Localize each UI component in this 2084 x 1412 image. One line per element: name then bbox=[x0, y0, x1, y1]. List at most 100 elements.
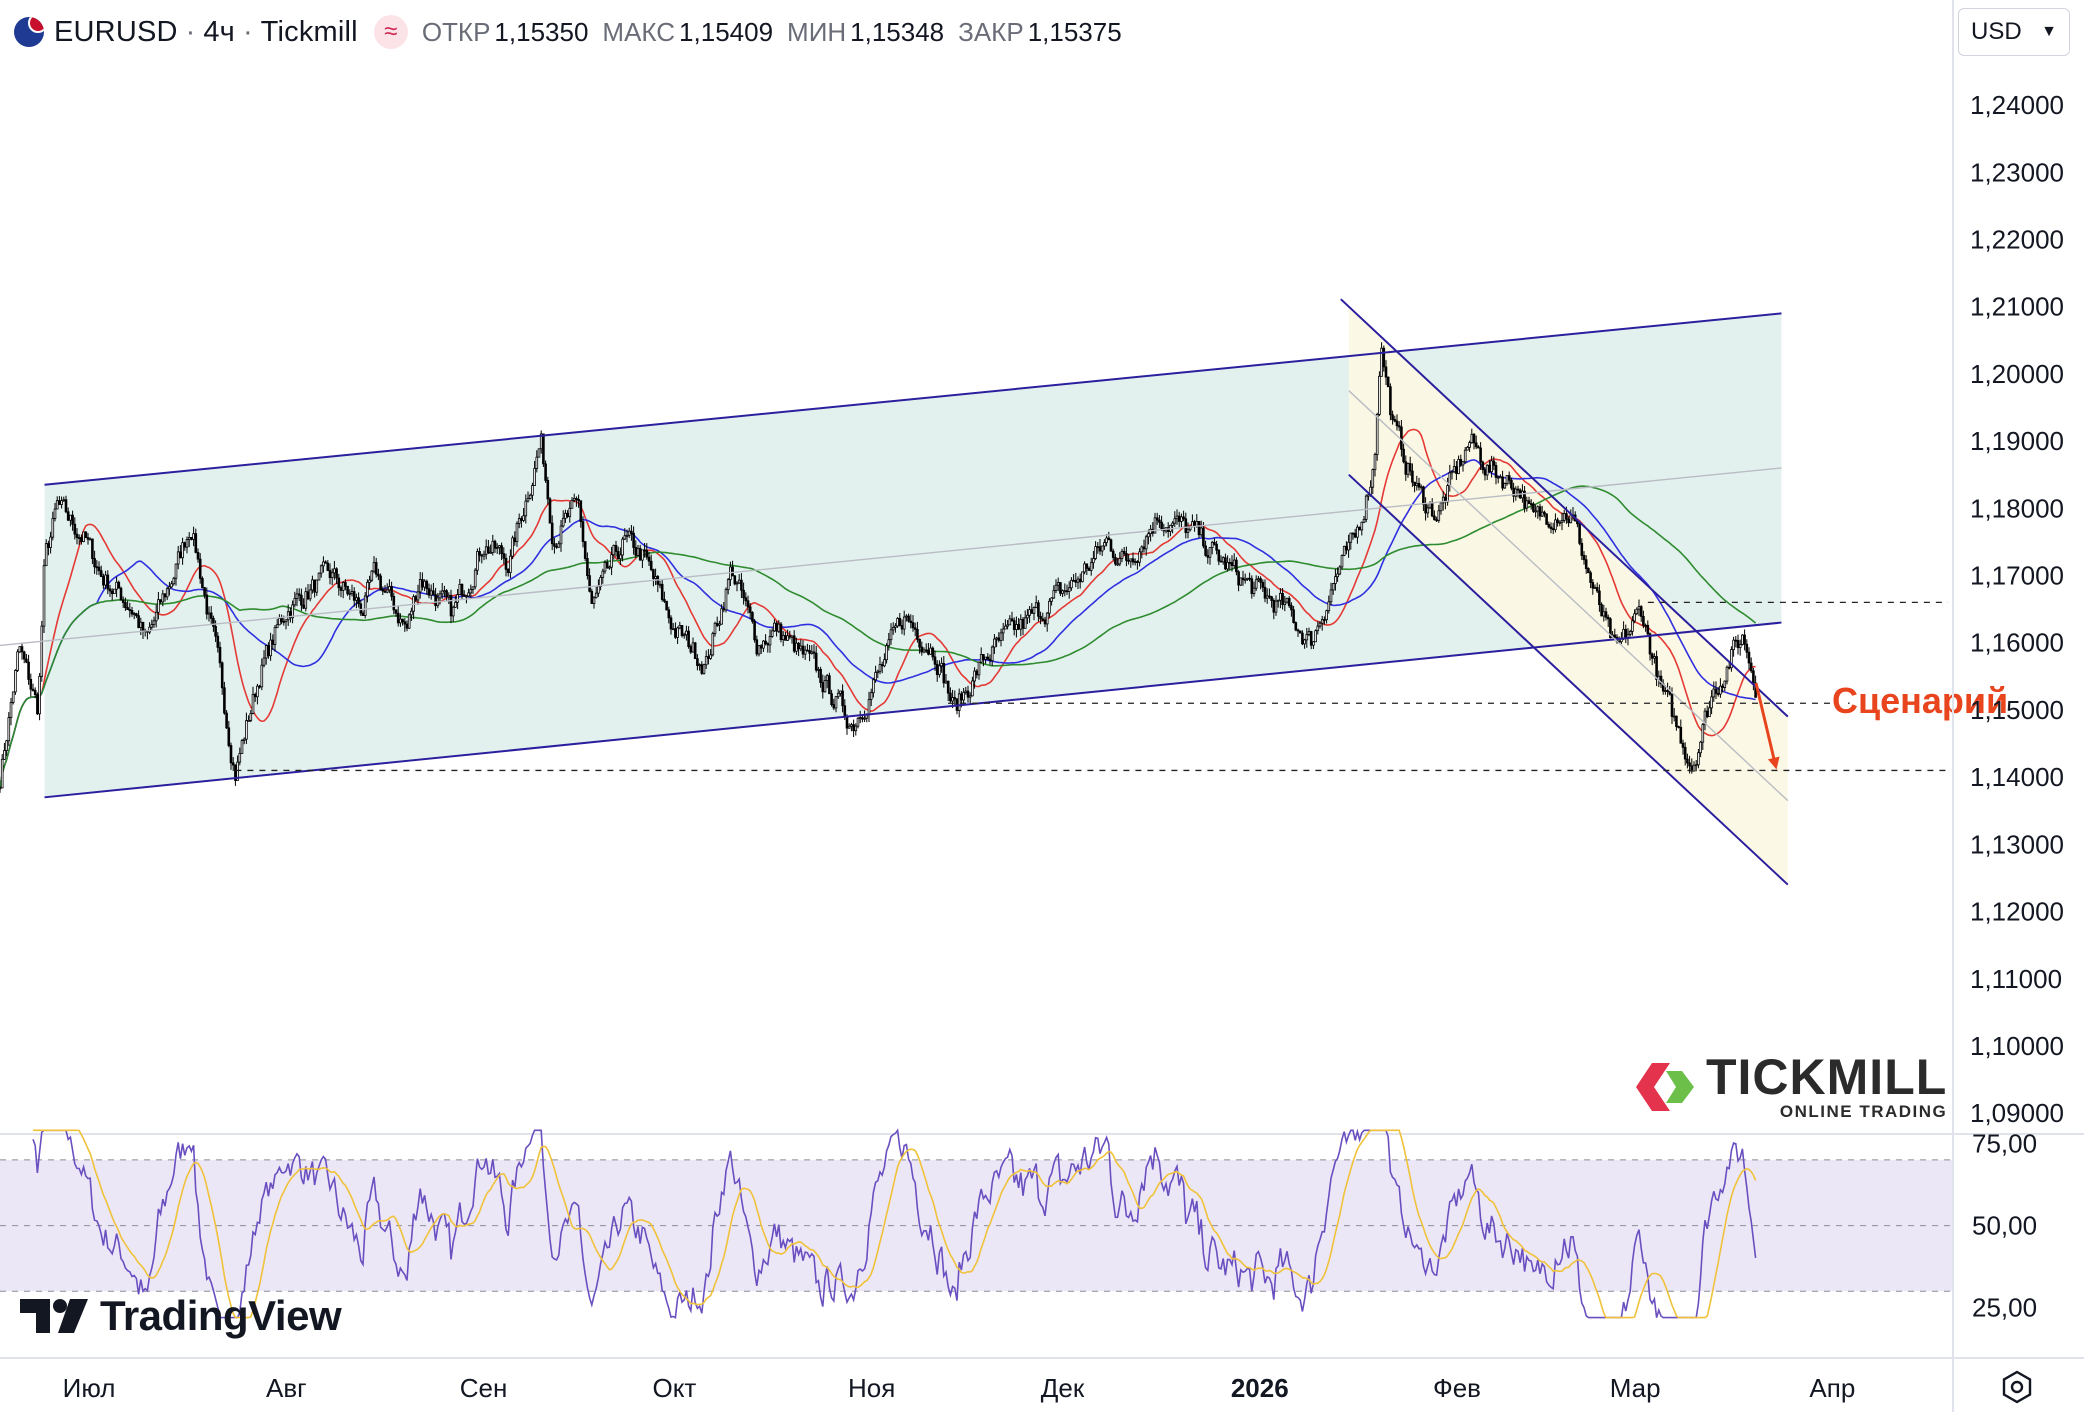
candle-body bbox=[154, 611, 158, 622]
time-tick-label: Окт bbox=[653, 1373, 697, 1403]
candle-body bbox=[777, 623, 781, 632]
candle-body bbox=[779, 623, 783, 641]
candle-body bbox=[1499, 476, 1502, 479]
candle-body bbox=[1318, 622, 1322, 627]
price-tick-label: 1,19000 bbox=[1970, 426, 2064, 456]
candle-body bbox=[256, 685, 259, 698]
candle-body bbox=[913, 627, 917, 630]
candle-body bbox=[1723, 680, 1727, 688]
candle-body bbox=[267, 645, 270, 657]
candle-body bbox=[1043, 619, 1047, 625]
candle-body bbox=[238, 753, 242, 763]
settings-icon[interactable] bbox=[2000, 1370, 2034, 1404]
currency-selector[interactable]: USD ▼ bbox=[1958, 8, 2070, 56]
candle-body bbox=[531, 485, 534, 496]
candle-body bbox=[942, 662, 946, 684]
candle-body bbox=[817, 668, 820, 671]
candle-body bbox=[242, 738, 246, 741]
candle-body bbox=[643, 549, 646, 552]
candle-body bbox=[1116, 563, 1119, 566]
candle-body bbox=[64, 499, 68, 513]
down-channel-median-line bbox=[1348, 390, 1789, 802]
wave-icon[interactable]: ≈ bbox=[373, 15, 408, 49]
candle-body bbox=[993, 638, 996, 648]
candle-body bbox=[850, 724, 853, 727]
candle-body bbox=[423, 580, 426, 588]
candle-body bbox=[18, 646, 22, 653]
candle-body bbox=[278, 617, 281, 626]
symbol-name[interactable]: EURUSD bbox=[54, 15, 178, 48]
candle-body bbox=[1048, 600, 1051, 614]
candle-body bbox=[715, 622, 719, 626]
timeframe[interactable]: 4ч bbox=[203, 15, 235, 48]
candle-body bbox=[1177, 515, 1181, 522]
candle-body bbox=[75, 533, 79, 538]
candle-body bbox=[1360, 521, 1364, 531]
candle-body bbox=[115, 581, 118, 590]
candle-body bbox=[1191, 521, 1194, 527]
candle-body bbox=[559, 525, 563, 545]
candle-body bbox=[1215, 543, 1218, 551]
candle-body bbox=[533, 468, 536, 486]
candle-body bbox=[1083, 563, 1086, 573]
candle-body bbox=[337, 577, 341, 589]
rsi-tick-label: 25,00 bbox=[1972, 1293, 2037, 1323]
candle-body bbox=[685, 630, 688, 636]
candle-body bbox=[97, 566, 101, 572]
candle-body bbox=[744, 597, 748, 602]
candle-body bbox=[572, 498, 576, 501]
candle-body bbox=[737, 579, 741, 584]
candle-body bbox=[414, 596, 418, 601]
candle-body bbox=[957, 693, 961, 711]
candle-body bbox=[1503, 483, 1507, 489]
candle-body bbox=[1292, 609, 1295, 624]
candle-body bbox=[407, 614, 411, 629]
candle-body bbox=[352, 591, 356, 601]
candle-body bbox=[289, 611, 292, 619]
candle-body bbox=[1600, 604, 1603, 617]
candle-body bbox=[594, 592, 598, 599]
candle-body bbox=[86, 537, 90, 540]
candle-body bbox=[410, 610, 413, 616]
candle-body bbox=[616, 551, 620, 560]
candle-body bbox=[535, 456, 539, 469]
candle-body bbox=[1459, 458, 1463, 466]
price-tick-label: 1,24000 bbox=[1970, 90, 2064, 120]
candle-body bbox=[121, 599, 125, 603]
candle-body bbox=[1259, 578, 1262, 583]
candle-body bbox=[766, 643, 770, 646]
candle-body bbox=[977, 661, 981, 676]
candle-body bbox=[11, 691, 15, 703]
candle-body bbox=[357, 597, 360, 605]
candle-body bbox=[1512, 487, 1515, 497]
candle-body bbox=[370, 570, 374, 581]
candle-body bbox=[658, 583, 662, 586]
open-label: ОТКР bbox=[421, 16, 491, 47]
candle-body bbox=[1307, 631, 1311, 635]
candle-body bbox=[823, 680, 827, 693]
candle-body bbox=[22, 651, 26, 660]
candle-body bbox=[273, 627, 277, 645]
candle-body bbox=[1098, 546, 1102, 552]
candle-body bbox=[16, 651, 19, 671]
candle-body bbox=[986, 656, 990, 660]
candle-body bbox=[1505, 475, 1509, 484]
candle-body bbox=[1131, 558, 1135, 563]
candle-body bbox=[940, 662, 943, 667]
candle-body bbox=[1650, 653, 1654, 659]
candle-body bbox=[73, 523, 77, 535]
candle-body bbox=[1716, 692, 1720, 695]
candle-body bbox=[1133, 561, 1137, 564]
candle-body bbox=[830, 693, 833, 705]
candle-body bbox=[1430, 502, 1434, 517]
down-channel-lower-line bbox=[1348, 473, 1789, 886]
candle-body bbox=[764, 640, 767, 645]
candle-body bbox=[1565, 513, 1568, 520]
candle-body bbox=[709, 654, 712, 659]
candle-body bbox=[1554, 519, 1557, 531]
time-tick-label: Апр bbox=[1809, 1373, 1855, 1403]
candle-body bbox=[181, 542, 184, 559]
candle-body bbox=[1026, 614, 1029, 619]
candle-body bbox=[361, 612, 365, 616]
